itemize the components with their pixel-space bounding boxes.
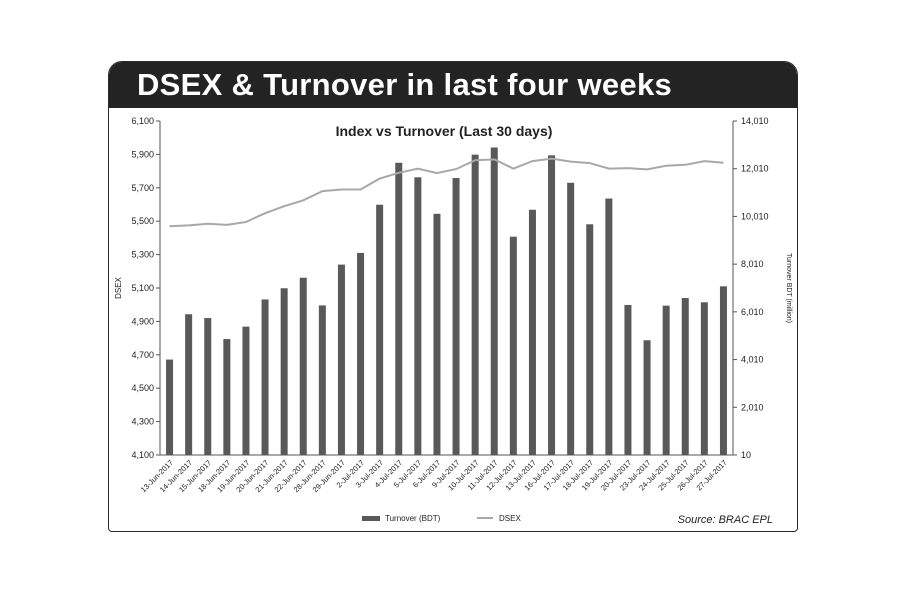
chart: 4,100 4,300 4,500 4,700 4,900 5,100 5,300 5,500… bbox=[114, 116, 792, 526]
y2-tick-label: 10,010 bbox=[741, 211, 769, 221]
y-tick-label: 5,300 bbox=[131, 250, 154, 260]
chart-frame: DSEX & Turnover in last four weeks 4,100… bbox=[108, 61, 798, 532]
turnover-bar bbox=[185, 314, 193, 455]
turnover-bar bbox=[261, 299, 269, 455]
y-tick-label: 5,500 bbox=[131, 216, 154, 226]
turnover-bar bbox=[433, 213, 441, 455]
y-tick-label: 5,700 bbox=[131, 183, 154, 193]
source-note: Source: BRAC EPL bbox=[678, 514, 773, 526]
turnover-bar bbox=[318, 305, 326, 455]
turnover-bar bbox=[624, 304, 632, 455]
turnover-bar bbox=[643, 340, 651, 455]
turnover-bar bbox=[166, 359, 174, 455]
turnover-bar bbox=[681, 298, 689, 455]
turnover-bar bbox=[567, 182, 575, 455]
y2-tick-label: 6,010 bbox=[741, 307, 764, 317]
turnover-bar bbox=[337, 264, 345, 455]
banner-title: DSEX & Turnover in last four weeks bbox=[137, 67, 673, 102]
chart-title: Index vs Turnover (Last 30 days) bbox=[336, 123, 553, 139]
banner: DSEX & Turnover in last four weeks bbox=[109, 62, 797, 108]
turnover-bar bbox=[586, 224, 594, 455]
legend-label-turnover: Turnover (BDT) bbox=[385, 514, 441, 523]
turnover-bar bbox=[376, 204, 384, 455]
y-tick-label: 4,300 bbox=[131, 417, 154, 427]
y2-tick-label: 10 bbox=[741, 450, 751, 460]
y-tick-label: 6,100 bbox=[131, 116, 154, 126]
turnover-bar bbox=[280, 288, 288, 455]
y-axis-title: DSEX bbox=[114, 276, 123, 298]
y2-tick-label: 2,010 bbox=[741, 402, 764, 412]
turnover-bar bbox=[357, 252, 365, 455]
y-tick-label: 4,100 bbox=[131, 450, 154, 460]
turnover-bar bbox=[700, 302, 708, 455]
turnover-bar bbox=[605, 198, 613, 455]
y-tick-label: 4,500 bbox=[131, 383, 154, 393]
turnover-bar bbox=[452, 178, 460, 456]
turnover-bar bbox=[242, 326, 250, 455]
y2-tick-label: 12,010 bbox=[741, 164, 769, 174]
legend-swatch-turnover bbox=[362, 516, 380, 521]
turnover-bar bbox=[548, 155, 556, 455]
y-tick-label: 5,100 bbox=[131, 283, 154, 293]
y2-tick-label: 4,010 bbox=[741, 355, 764, 365]
y2-axis-title: Turnover BDT (million) bbox=[785, 253, 792, 323]
turnover-bar bbox=[204, 318, 212, 455]
turnover-bar bbox=[223, 339, 231, 455]
turnover-bar bbox=[490, 147, 498, 455]
turnover-bar bbox=[414, 177, 422, 455]
turnover-bar bbox=[528, 209, 536, 455]
legend-label-dsex: DSEX bbox=[499, 514, 521, 523]
turnover-bar bbox=[299, 277, 307, 455]
dsex-line bbox=[169, 157, 724, 228]
turnover-bar bbox=[395, 162, 403, 455]
y-tick-label: 5,900 bbox=[131, 149, 154, 159]
y-tick-label: 4,700 bbox=[131, 350, 154, 360]
y2-tick-label: 8,010 bbox=[741, 259, 764, 269]
turnover-bar bbox=[719, 286, 727, 455]
y-tick-label: 4,900 bbox=[131, 316, 154, 326]
turnover-bar bbox=[471, 154, 479, 455]
turnover-bar bbox=[509, 236, 517, 455]
turnover-bar bbox=[662, 305, 670, 455]
y2-tick-label: 14,010 bbox=[741, 116, 769, 126]
